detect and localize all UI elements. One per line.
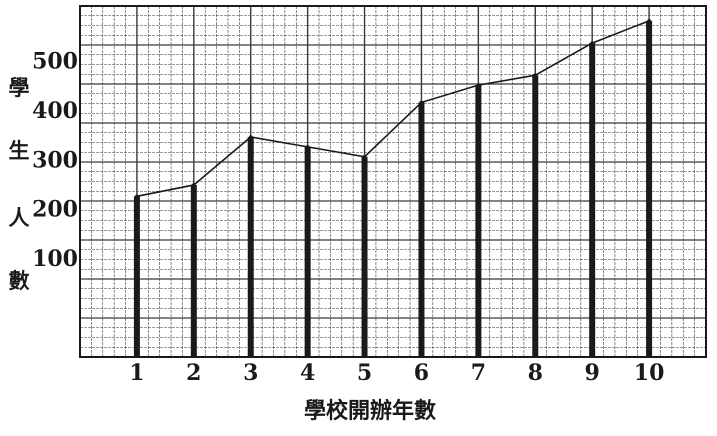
x-tick-8: 8 bbox=[528, 360, 543, 386]
point-4 bbox=[305, 145, 310, 149]
y-label-char: 學 bbox=[9, 75, 30, 100]
y-label-char: 生 bbox=[9, 138, 30, 163]
bar-2 bbox=[190, 184, 197, 357]
x-axis-label: 學校開辦年數 bbox=[304, 398, 436, 424]
y-tick-500: 500 bbox=[32, 48, 78, 74]
y-tick-300: 300 bbox=[32, 147, 78, 173]
x-tick-6: 6 bbox=[414, 360, 429, 386]
bar-4 bbox=[304, 146, 311, 357]
bar-1 bbox=[133, 196, 140, 357]
x-tick-1: 1 bbox=[129, 360, 144, 386]
point-6 bbox=[419, 100, 424, 105]
bar-7 bbox=[475, 85, 482, 357]
bar-3 bbox=[247, 137, 254, 357]
bars bbox=[133, 20, 653, 358]
point-1 bbox=[135, 194, 139, 199]
series-line bbox=[136, 20, 650, 198]
bar-10 bbox=[646, 20, 653, 357]
x-tick-9: 9 bbox=[585, 360, 600, 386]
bar-9 bbox=[589, 43, 596, 358]
point-9 bbox=[590, 41, 594, 45]
x-tick-labels: 1 2 3 4 5 6 7 8 9 10 bbox=[129, 360, 664, 386]
y-tick-400: 400 bbox=[32, 98, 78, 124]
y-label-char: 數 bbox=[9, 268, 30, 293]
point-8 bbox=[533, 73, 538, 78]
point-3 bbox=[248, 135, 253, 139]
x-tick-2: 2 bbox=[186, 360, 201, 386]
y-tick-100: 100 bbox=[32, 246, 78, 272]
grid bbox=[79, 5, 707, 358]
point-10 bbox=[647, 19, 651, 23]
x-tick-3: 3 bbox=[243, 360, 258, 386]
bar-5 bbox=[361, 156, 368, 357]
y-tick-200: 200 bbox=[32, 197, 78, 223]
bar-8 bbox=[532, 75, 539, 357]
x-tick-7: 7 bbox=[471, 360, 486, 386]
x-tick-5: 5 bbox=[357, 360, 372, 386]
data-points bbox=[135, 19, 651, 199]
bar-6 bbox=[418, 102, 425, 358]
point-7 bbox=[476, 83, 481, 87]
x-tick-4: 4 bbox=[300, 360, 315, 386]
y-tick-labels: 100 200 300 400 500 bbox=[32, 48, 78, 272]
point-5 bbox=[362, 154, 367, 159]
point-2 bbox=[192, 183, 196, 187]
y-label-char: 人 bbox=[9, 205, 30, 230]
x-tick-10: 10 bbox=[634, 360, 665, 386]
plot-frame bbox=[79, 5, 707, 358]
